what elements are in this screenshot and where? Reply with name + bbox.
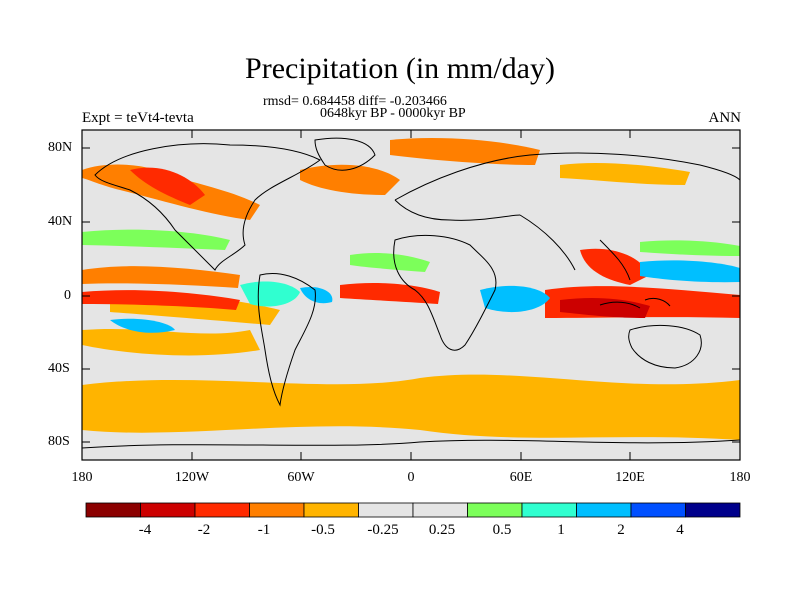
colorbar-label: -0.25 <box>367 522 399 538</box>
lon-label-120w: 120W <box>174 470 210 485</box>
coastlines <box>82 137 740 449</box>
lon-label-0: 0 <box>407 470 415 485</box>
lat-label-80s: 80S <box>48 434 70 449</box>
colorbar-label: -1 <box>257 522 271 538</box>
colorbar-swatch <box>85 502 141 518</box>
colorbar-label: 4 <box>676 522 684 538</box>
map-fill <box>82 130 740 460</box>
map-title: Precipitation (in mm/day) <box>245 52 555 85</box>
colorbar-swatch <box>685 502 741 518</box>
season-label: ANN <box>708 110 742 126</box>
colorbar-swatch <box>358 502 414 518</box>
lat-label-40n: 40N <box>48 214 73 229</box>
colorbar-label: 0.5 <box>492 522 512 538</box>
lon-label-60w: 60W <box>287 470 315 485</box>
colorbar-label: -2 <box>197 522 211 538</box>
colorbar-swatch <box>303 502 359 518</box>
colorbar-label: 0.25 <box>428 522 456 538</box>
lon-label-180e: 180 <box>729 470 751 485</box>
colorbar-label: -0.5 <box>311 522 335 538</box>
subtitle-stats: rmsd= 0.684458 diff= -0.203466 <box>263 94 447 109</box>
colorbar-label: 2 <box>617 522 625 538</box>
colorbar-label: -4 <box>138 522 152 538</box>
colorbar-swatch <box>521 502 577 518</box>
colorbar-label: 1 <box>557 522 565 538</box>
lon-label-180w: 180 <box>71 470 93 485</box>
lat-label-80n: 80N <box>48 140 73 155</box>
colorbar <box>85 502 741 518</box>
experiment-label: Expt = teVt4-tevta <box>82 110 194 126</box>
colorbar-swatch <box>630 502 686 518</box>
lat-label-0: 0 <box>64 288 71 303</box>
colorbar-swatch <box>194 502 250 518</box>
colorbar-swatch <box>249 502 305 518</box>
lon-label-60e: 60E <box>509 470 533 485</box>
lat-label-40s: 40S <box>48 361 70 376</box>
colorbar-swatch <box>576 502 632 518</box>
subtitle-period: 0648kyr BP - 0000kyr BP <box>320 106 466 121</box>
lon-label-120e: 120E <box>615 470 645 485</box>
axis-ticks <box>81 130 741 460</box>
colorbar-swatch <box>140 502 196 518</box>
colorbar-swatch <box>412 502 468 518</box>
colorbar-swatch <box>467 502 523 518</box>
